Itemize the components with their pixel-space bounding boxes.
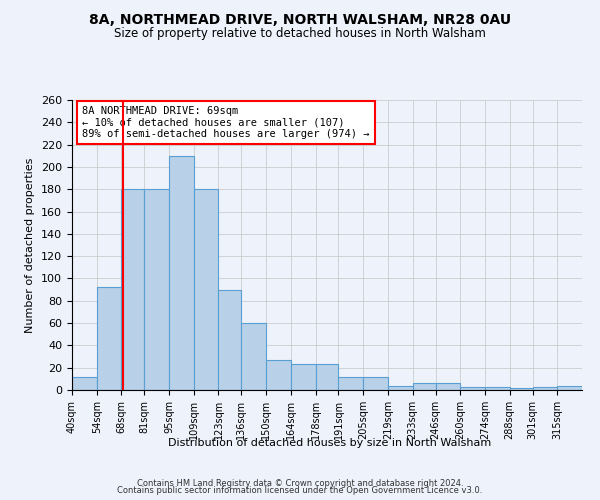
Text: Contains public sector information licensed under the Open Government Licence v3: Contains public sector information licen…	[118, 486, 482, 495]
Bar	[145, 189, 169, 390]
Bar	[338, 376, 363, 390]
Bar	[241, 323, 266, 390]
Bar	[266, 360, 291, 390]
Bar	[413, 384, 436, 390]
Bar	[557, 386, 582, 390]
Bar	[436, 384, 460, 390]
Bar	[121, 189, 145, 390]
Text: Contains HM Land Registry data © Crown copyright and database right 2024.: Contains HM Land Registry data © Crown c…	[137, 478, 463, 488]
Bar	[533, 386, 557, 390]
Bar	[363, 376, 388, 390]
Text: Size of property relative to detached houses in North Walsham: Size of property relative to detached ho…	[114, 28, 486, 40]
Bar	[218, 290, 241, 390]
Bar	[97, 288, 121, 390]
Text: Distribution of detached houses by size in North Walsham: Distribution of detached houses by size …	[169, 438, 491, 448]
Bar	[460, 386, 485, 390]
Bar	[72, 376, 97, 390]
Y-axis label: Number of detached properties: Number of detached properties	[25, 158, 35, 332]
Bar	[291, 364, 316, 390]
Bar	[509, 388, 533, 390]
Bar	[388, 386, 413, 390]
Bar	[194, 189, 218, 390]
Bar	[169, 156, 194, 390]
Text: 8A NORTHMEAD DRIVE: 69sqm
← 10% of detached houses are smaller (107)
89% of semi: 8A NORTHMEAD DRIVE: 69sqm ← 10% of detac…	[82, 106, 370, 139]
Bar	[316, 364, 338, 390]
Text: 8A, NORTHMEAD DRIVE, NORTH WALSHAM, NR28 0AU: 8A, NORTHMEAD DRIVE, NORTH WALSHAM, NR28…	[89, 12, 511, 26]
Bar	[485, 386, 509, 390]
